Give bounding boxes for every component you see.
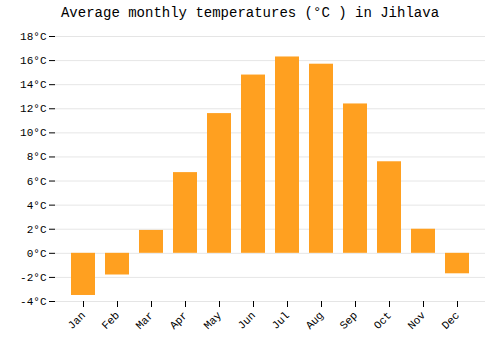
svg-text:Jan: Jan [66,309,88,331]
svg-text:14°C: 14°C [20,79,47,91]
svg-text:18°C: 18°C [20,31,47,43]
svg-text:10°C: 10°C [20,127,47,139]
svg-text:Dec: Dec [440,309,462,331]
svg-text:May: May [202,309,225,332]
svg-text:Jun: Jun [236,309,258,331]
svg-text:Oct: Oct [372,309,394,331]
svg-text:16°C: 16°C [20,55,47,67]
svg-text:12°C: 12°C [20,103,47,115]
svg-text:Sep: Sep [338,309,360,331]
svg-text:Aug: Aug [304,309,326,331]
svg-text:0°C: 0°C [27,248,47,260]
svg-text:Mar: Mar [134,309,156,331]
svg-text:Feb: Feb [100,309,122,331]
svg-text:Jul: Jul [270,309,292,331]
svg-text:4°C: 4°C [27,200,47,212]
html-text:Average monthly temperatures (: Average monthly temperatures (°C ) in Ji… [61,5,439,21]
svg-text:Nov: Nov [406,309,429,332]
svg-text:8°C: 8°C [27,151,47,163]
svg-text:-4°C: -4°C [20,296,47,308]
svg-text:Apr: Apr [168,309,190,331]
svg-text:2°C: 2°C [27,224,47,236]
svg-text:-2°C: -2°C [20,272,47,284]
svg-text:6°C: 6°C [27,176,47,188]
